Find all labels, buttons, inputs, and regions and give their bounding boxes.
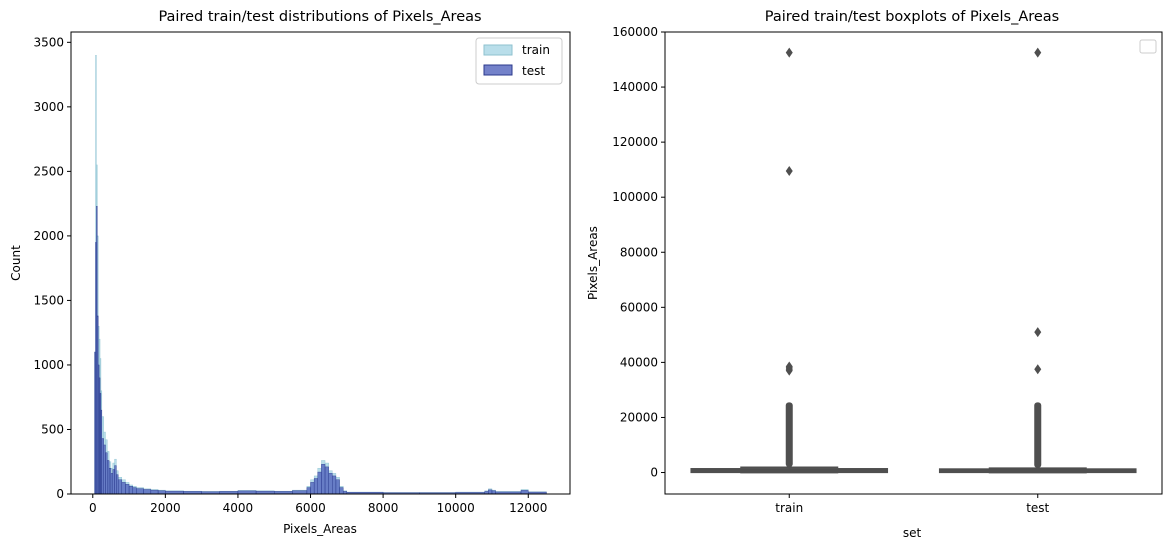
box-outlier-train-4 (785, 166, 793, 177)
hist-bar-test-34 (306, 487, 311, 495)
hist-bar-test-16 (116, 474, 119, 495)
box-xtick-label: test (1026, 501, 1049, 515)
hist-y-ticks: 0 500 1000 1500 2000 2500 3000 3500 (33, 35, 71, 501)
box-xtick-label: train (775, 501, 803, 515)
box-ytick-label: 40000 (620, 355, 658, 369)
box-ytick-label: 140000 (612, 80, 658, 94)
hist-bar-test-20 (128, 486, 133, 495)
box-outlier-test-2 (1034, 47, 1042, 58)
hist-axes-frame (70, 31, 571, 495)
hist-ytick-label: 2000 (33, 229, 64, 243)
hist-legend: train test (475, 37, 563, 85)
hist-bar-test-14 (112, 469, 115, 495)
hist-bar-test-24 (150, 489, 159, 495)
hist-ytick-label: 3000 (33, 100, 64, 114)
hist-bar-test-33 (292, 490, 308, 495)
hist-bar-test-35 (310, 482, 315, 495)
box-outlier-band-test (1034, 402, 1042, 468)
hist-bar-test-22 (136, 488, 144, 495)
hist-xtick-label: 2000 (150, 501, 181, 515)
hist-xlabel: Pixels_Areas (283, 522, 357, 536)
hist-xtick-label: 10000 (437, 501, 475, 515)
box-ytick-label: 80000 (620, 245, 658, 259)
box-outlier-train-5 (785, 47, 793, 58)
box-title: Paired train/test boxplots of Pixels_Are… (765, 9, 1060, 25)
hist-ytick-label: 2500 (33, 164, 64, 178)
box-y-ticks: 0 20000 40000 60000 80000 100000 120000 140000 1… (612, 25, 665, 480)
hist-ylabel: Count (9, 245, 23, 281)
box-legend-empty (1139, 39, 1157, 54)
hist-bar-test-11 (107, 460, 110, 495)
hist-ytick-label: 3500 (33, 35, 64, 49)
box-xlabel: set (903, 526, 922, 540)
hist-bar-test-25 (157, 490, 166, 495)
hist-bar-test-15 (114, 465, 117, 495)
box-x-ticks: train test (775, 494, 1050, 515)
hist-ytick-label: 1500 (33, 293, 64, 307)
hist-bar-test-42 (335, 479, 340, 495)
hist-xtick-label: 0 (89, 501, 97, 515)
legend-label-test: test (522, 64, 545, 78)
box-axes-frame (664, 31, 1163, 495)
hist-ytick-label: 500 (41, 422, 64, 436)
box-outlier-train-3 (785, 361, 793, 372)
hist-bar-test-19 (125, 484, 130, 495)
hist-bar-test-43 (339, 487, 344, 495)
box-ytick-label: 100000 (612, 190, 658, 204)
hist-bar-test-12 (108, 467, 112, 495)
hist-bar-test-41 (332, 475, 337, 495)
histogram-panel: Paired train/test distributions of Pixel… (9, 9, 571, 536)
hist-title: Paired train/test distributions of Pixel… (158, 9, 481, 25)
legend-swatch-train (483, 44, 513, 56)
box-marks (690, 47, 1137, 474)
hist-bar-test-9 (103, 444, 106, 495)
hist-bar-test-18 (121, 482, 126, 495)
hist-bar-test-38 (321, 464, 326, 495)
hist-bar-test-40 (328, 473, 333, 495)
boxplot-panel: Paired train/test boxplots of Pixels_Are… (586, 9, 1163, 540)
hist-bars (94, 55, 547, 495)
hist-bar-test-39 (324, 466, 329, 495)
box-outlier-band-train (785, 402, 793, 468)
hist-bar-test-13 (110, 473, 113, 495)
hist-bar-test-10 (105, 452, 108, 495)
hist-xtick-label: 4000 (223, 501, 254, 515)
hist-ytick-label: 1000 (33, 358, 64, 372)
box-outlier-test-1 (1034, 327, 1042, 338)
box-ylabel: Pixels_Areas (586, 226, 600, 300)
legend-swatch-test (483, 64, 513, 76)
box-outlier-test-0 (1034, 364, 1042, 375)
hist-xtick-label: 12000 (509, 501, 547, 515)
hist-bar-test-50 (488, 489, 493, 495)
hist-ytick-label: 0 (56, 487, 64, 501)
box-ytick-label: 20000 (620, 410, 658, 424)
hist-bar-test-8 (101, 438, 104, 495)
hist-bar-test-17 (117, 479, 123, 495)
hist-x-ticks: 0 2000 4000 6000 8000 10000 12000 (89, 494, 547, 515)
hist-bar-test-23 (143, 489, 152, 495)
box-ytick-label: 120000 (612, 135, 658, 149)
hist-xtick-label: 6000 (295, 501, 326, 515)
box-ytick-label: 0 (650, 466, 658, 480)
hist-bar-test-37 (317, 471, 322, 495)
hist-bar-test-36 (313, 478, 318, 495)
box-ytick-label: 60000 (620, 300, 658, 314)
hist-bar-test-53 (520, 490, 529, 495)
box-ytick-label: 160000 (612, 25, 658, 39)
hist-xtick-label: 8000 (368, 501, 399, 515)
legend-label-train: train (522, 43, 550, 57)
hist-bar-test-21 (132, 487, 137, 495)
